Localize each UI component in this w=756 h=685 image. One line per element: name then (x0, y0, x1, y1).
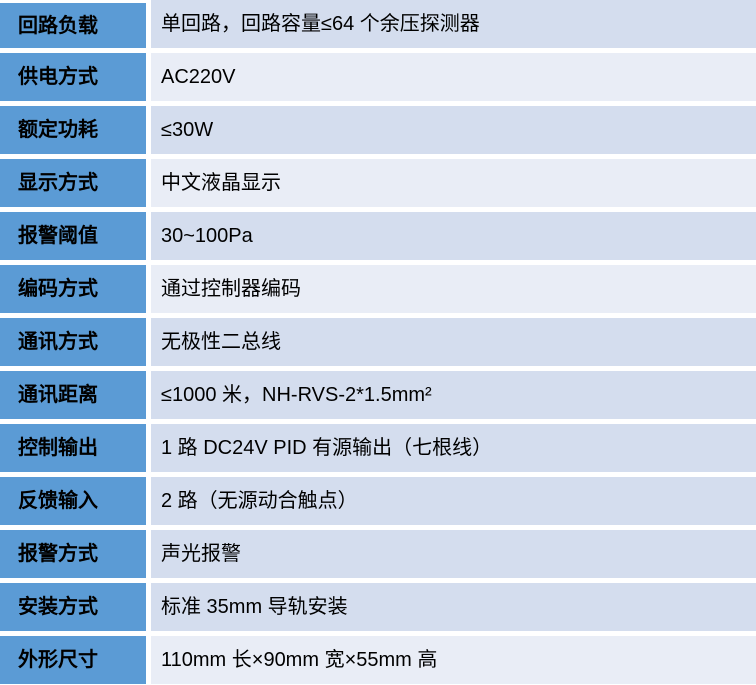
table-row: 通讯距离 ≤1000 米，NH-RVS-2*1.5mm² (0, 371, 756, 419)
table-row: 报警阈值 30~100Pa (0, 212, 756, 260)
row-label: 安装方式 (0, 583, 146, 631)
table-row: 报警方式 声光报警 (0, 530, 756, 578)
row-value: 无极性二总线 (151, 318, 756, 366)
row-value: 2 路（无源动合触点） (151, 477, 756, 525)
row-value: 通过控制器编码 (151, 265, 756, 313)
row-label: 编码方式 (0, 265, 146, 313)
table-row: 通讯方式 无极性二总线 (0, 318, 756, 366)
row-label: 报警方式 (0, 530, 146, 578)
table-row: 额定功耗 ≤30W (0, 106, 756, 154)
table-row: 回路负载 单回路，回路容量≤64 个余压探测器 (0, 0, 756, 48)
row-value: 1 路 DC24V PID 有源输出（七根线） (151, 424, 756, 472)
row-label: 控制输出 (0, 424, 146, 472)
row-label: 反馈输入 (0, 477, 146, 525)
row-label: 报警阈值 (0, 212, 146, 260)
table-row: 安装方式 标准 35mm 导轨安装 (0, 583, 756, 631)
row-value: 中文液晶显示 (151, 159, 756, 207)
row-value: AC220V (151, 53, 756, 101)
row-label: 通讯方式 (0, 318, 146, 366)
row-label: 回路负载 (0, 0, 146, 48)
table-row: 供电方式 AC220V (0, 53, 756, 101)
table-row: 反馈输入 2 路（无源动合触点） (0, 477, 756, 525)
table-row: 显示方式 中文液晶显示 (0, 159, 756, 207)
row-label: 供电方式 (0, 53, 146, 101)
row-value: 标准 35mm 导轨安装 (151, 583, 756, 631)
row-value: ≤30W (151, 106, 756, 154)
table-row: 编码方式 通过控制器编码 (0, 265, 756, 313)
row-value: 30~100Pa (151, 212, 756, 260)
table-row: 外形尺寸 110mm 长×90mm 宽×55mm 高 (0, 636, 756, 684)
row-value: 110mm 长×90mm 宽×55mm 高 (151, 636, 756, 684)
row-value: 单回路，回路容量≤64 个余压探测器 (151, 0, 756, 48)
row-label: 外形尺寸 (0, 636, 146, 684)
row-value: ≤1000 米，NH-RVS-2*1.5mm² (151, 371, 756, 419)
table-row: 控制输出 1 路 DC24V PID 有源输出（七根线） (0, 424, 756, 472)
row-label: 显示方式 (0, 159, 146, 207)
row-label: 通讯距离 (0, 371, 146, 419)
row-label: 额定功耗 (0, 106, 146, 154)
row-value: 声光报警 (151, 530, 756, 578)
